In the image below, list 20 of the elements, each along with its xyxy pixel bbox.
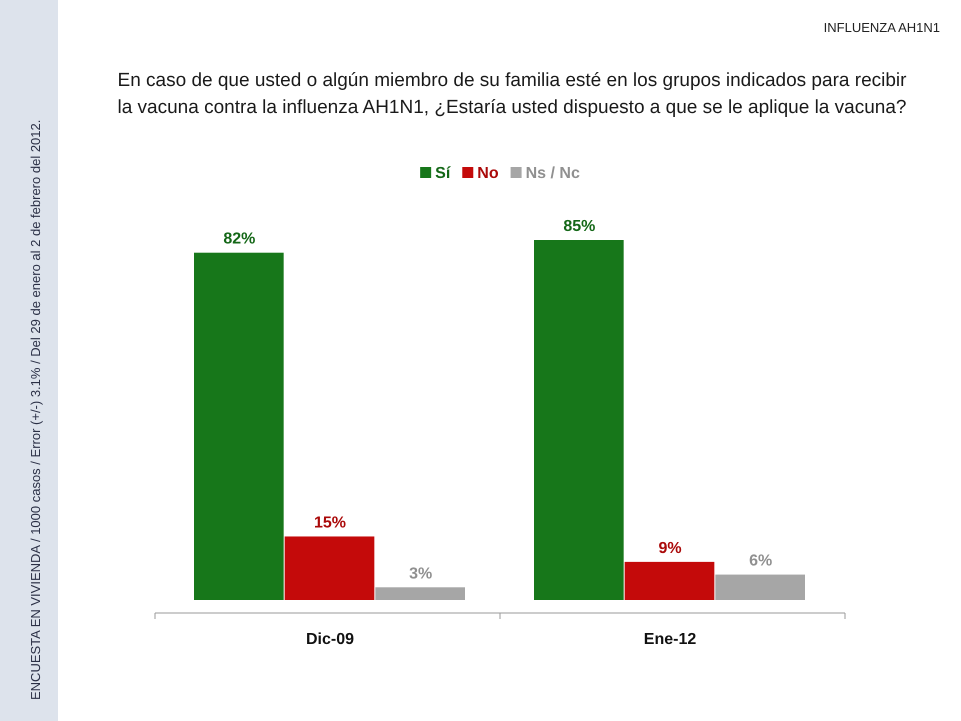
bar — [375, 587, 465, 600]
bar — [715, 574, 805, 600]
legend-label: No — [477, 165, 499, 182]
x-tick-label: Dic-09 — [306, 631, 354, 648]
bar — [534, 240, 624, 600]
data-label: 15% — [314, 514, 346, 532]
x-tick-label: Ene-12 — [644, 631, 696, 648]
chart-title: En caso de que usted o algún miembro de su familia esté en los grupos indicados para recibir la vacuna contra la influenza AH1N1, ¿Estaría usted dispuesto a que se le aplique la vacuna? — [117, 70, 908, 118]
data-label: 3% — [409, 565, 432, 582]
data-label: 82% — [223, 230, 256, 248]
data-label: 85% — [563, 218, 596, 235]
text: ENCUESTA EN VIVIENDA / 1000 casos / Error (+/-) 3.1% / Del 29 de enero al 2 de febrero del 2012. — [28, 120, 43, 700]
bar — [284, 536, 374, 600]
legend-label: Ns / Nc — [526, 165, 580, 182]
bar — [624, 562, 714, 600]
data-label: 9% — [658, 540, 682, 557]
text: INFLUENZA AH1N1 — [824, 20, 940, 35]
legend-label: Sí — [435, 165, 451, 182]
bar — [194, 252, 284, 600]
data-label: 6% — [749, 552, 772, 570]
